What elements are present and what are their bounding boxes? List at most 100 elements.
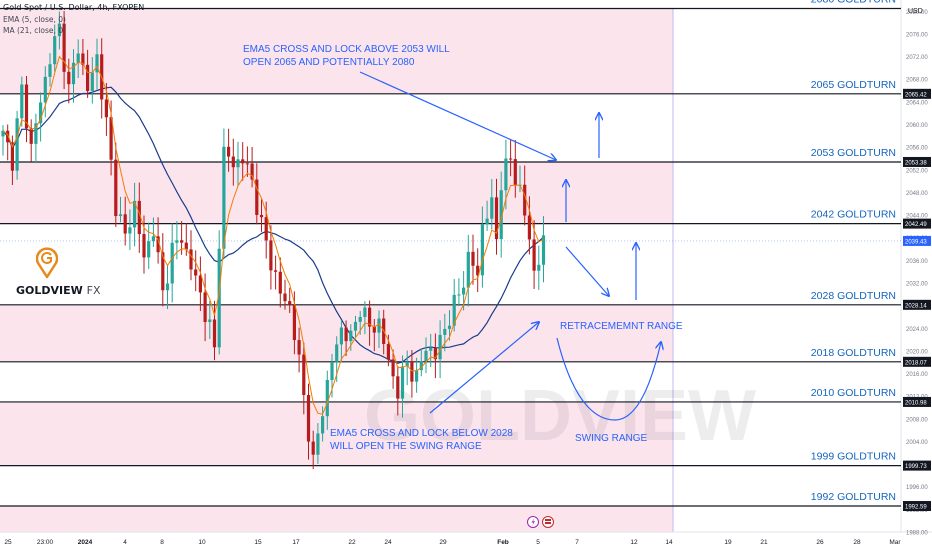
candle-body — [499, 190, 503, 240]
price-tick-label: 2036.00 — [906, 259, 928, 265]
price-axis[interactable]: 2080.00 2076.00 2072.00 2068.00 2064.00 2060.… — [903, 10, 931, 537]
price-tag-box — [903, 460, 931, 471]
candle-body — [76, 53, 80, 63]
candle-body — [339, 327, 343, 345]
candle-body — [255, 179, 259, 215]
candle-body — [311, 441, 315, 455]
candle-body — [494, 197, 499, 240]
candle-body — [476, 265, 480, 276]
price-tick-label: 2072.00 — [906, 55, 928, 61]
candle-body — [29, 128, 33, 144]
candle-body — [217, 248, 221, 348]
candle-body — [67, 71, 71, 85]
candle-body — [480, 224, 484, 276]
candle-body — [523, 184, 527, 216]
time-tick-label: 22 — [348, 539, 356, 546]
time-axis[interactable]: 25 23:00 2024 4 8 10 15 17 22 24 29 Feb 5 7 12 14 19 21 26… — [4, 539, 901, 546]
candle-body — [147, 241, 151, 258]
candle-body — [180, 240, 184, 243]
candle-body — [250, 163, 254, 180]
swing-curve-arrow — [556, 337, 661, 421]
price-tag: 2042.49 — [905, 222, 927, 228]
time-tick-label: 28 — [853, 539, 861, 546]
level-lines — [0, 7, 901, 507]
candle-body — [189, 249, 193, 270]
price-tick-label: 2044.00 — [906, 214, 928, 220]
candle-body — [24, 84, 29, 129]
goldview-logo-text: GOLDVIEW FX — [16, 284, 101, 297]
candle-body — [400, 366, 405, 399]
candle-body — [527, 215, 531, 240]
candle-body — [274, 270, 278, 272]
candle-body — [203, 292, 207, 323]
price-tick-label: 2080.00 — [906, 10, 928, 16]
candle-body — [123, 214, 127, 234]
candle-body — [372, 326, 376, 333]
candle-body — [330, 362, 334, 380]
candle-body — [316, 433, 320, 455]
candle-body — [321, 416, 325, 434]
ma21-line — [2, 86, 544, 364]
swing-label: SWING RANGE — [575, 433, 648, 444]
candle-body — [537, 264, 541, 271]
time-tick-label: 14 — [665, 539, 673, 546]
current-price-box — [903, 235, 931, 246]
time-tick-label: Mar — [889, 539, 901, 546]
level-labels: 2080 GOLDTURN 2065 GOLDTURN 2053 GOLDTURN 2… — [811, 0, 896, 503]
ema5-line — [2, 55, 544, 415]
lightning-icon-glyph — [531, 518, 535, 526]
candle-body — [297, 340, 301, 355]
ema-legend[interactable]: EMA (5, close, 0) — [3, 15, 66, 24]
time-tick-label: 23:00 — [37, 539, 54, 546]
level-label: 2065 GOLDTURN — [811, 79, 896, 91]
candle-body — [292, 304, 296, 341]
candle-body — [194, 269, 198, 276]
candle-body — [433, 347, 437, 360]
time-tick-label: Feb — [497, 539, 509, 546]
candle-body — [452, 294, 456, 326]
candles-layer — [1, 10, 546, 470]
candle-body — [306, 394, 311, 442]
candle-body — [283, 293, 287, 302]
level-label: 2053 GOLDTURN — [811, 147, 896, 159]
candle-body — [86, 64, 90, 91]
candle-body — [424, 350, 428, 362]
candle-body — [109, 117, 113, 160]
candle-body — [490, 197, 494, 219]
candle-body — [443, 328, 447, 335]
candle-body — [429, 347, 433, 351]
ma-line-layer — [2, 86, 544, 364]
candle-body — [447, 325, 452, 329]
candle-body — [48, 64, 52, 77]
time-tick-label: 21 — [760, 539, 768, 546]
time-tick-label: 17 — [292, 539, 300, 546]
level-label: 2028 GOLDTURN — [811, 290, 896, 302]
time-tick-label: 19 — [724, 539, 732, 546]
price-tag: 2018.07 — [905, 360, 927, 366]
candle-body — [133, 200, 137, 228]
annotation-top-line1: EMA5 CROSS AND LOCK ABOVE 2053 WILL — [243, 44, 450, 55]
candle-body — [245, 163, 249, 165]
current-price-tag: 2039.43 — [905, 239, 927, 245]
candle-body — [391, 359, 395, 377]
price-tag-box — [903, 396, 931, 407]
candle-body — [71, 62, 76, 85]
event-icons[interactable] — [527, 516, 554, 528]
candle-body — [6, 130, 10, 143]
arrow-down-diagonal — [565, 246, 609, 296]
candle-body — [170, 242, 174, 284]
price-tag-box — [903, 218, 931, 229]
candle-body — [302, 354, 306, 395]
candle-body — [241, 159, 245, 164]
candle-body — [212, 319, 217, 348]
time-tick-label: 12 — [630, 539, 638, 546]
ma-legend[interactable]: MA (21, close, 0) — [3, 26, 67, 35]
candle-body — [20, 84, 24, 119]
candle-body — [344, 327, 348, 342]
candle-body — [438, 334, 442, 360]
candle-body — [485, 218, 489, 225]
price-tag: 2010.98 — [905, 400, 927, 406]
annotation-layer: EMA5 CROSS AND LOCK ABOVE 2053 WILL OPEN… — [243, 44, 683, 452]
candle-body — [532, 239, 536, 271]
